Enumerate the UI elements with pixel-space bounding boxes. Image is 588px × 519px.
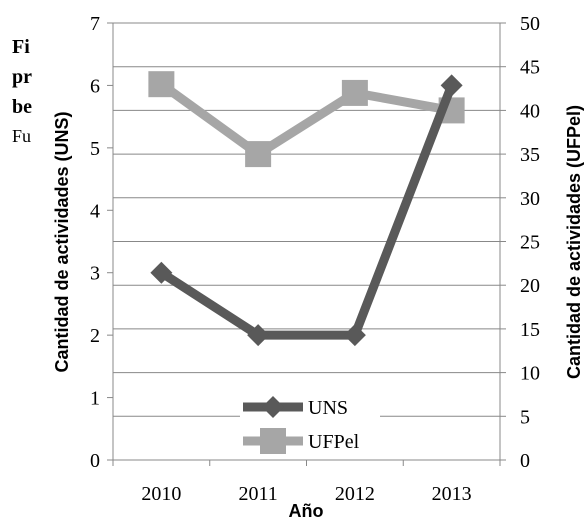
data-point-ufpel <box>148 71 175 98</box>
right-tick-label: 20 <box>520 275 540 297</box>
x-axis-title: Año <box>289 501 324 519</box>
caption-line-1: Fi <box>12 36 30 58</box>
x-tick-label: 2011 <box>238 483 277 505</box>
caption-line-3: be <box>12 96 32 118</box>
left-tick-label: 4 <box>90 200 100 222</box>
x-tick-label: 2012 <box>335 483 375 505</box>
right-tick-label: 10 <box>520 363 540 385</box>
x-tick-label: 2010 <box>141 483 181 505</box>
left-tick-label: 1 <box>90 388 100 410</box>
series-ufpel <box>148 71 465 168</box>
right-tick-label: 45 <box>520 57 540 79</box>
right-tick-label: 0 <box>520 450 530 472</box>
data-point-uns <box>247 324 270 347</box>
data-point-uns <box>343 324 366 347</box>
right-tick-label: 15 <box>520 319 540 341</box>
caption-line-4: Fu <box>12 126 32 146</box>
x-ticks: 2010 2011 2012 2013 <box>112 460 501 505</box>
left-tick-label: 2 <box>90 325 100 347</box>
data-point-uns <box>440 74 463 97</box>
left-y-ticks: 0 1 2 3 4 5 6 7 <box>90 13 113 472</box>
data-point-ufpel <box>341 79 368 106</box>
caption-line-2: pr <box>12 66 32 88</box>
series-line-uns <box>156 80 457 340</box>
legend-label-uns: UNS <box>308 397 348 419</box>
legend-label-ufpel: UFPel <box>308 431 360 453</box>
series-line-ufpel <box>156 79 457 159</box>
right-y-axis-title: Cantidad de actividades (UFPel) <box>564 105 584 379</box>
left-y-axis-title: Cantidad de actividades (UNS) <box>52 111 72 372</box>
data-point-uns <box>150 261 173 284</box>
right-y-ticks: 0 5 10 15 20 25 30 35 40 45 50 <box>500 13 540 472</box>
series-group <box>148 71 465 347</box>
right-tick-label: 40 <box>520 100 540 122</box>
right-tick-label: 5 <box>520 406 530 428</box>
left-tick-label: 5 <box>90 138 100 160</box>
left-tick-label: 0 <box>90 450 100 472</box>
legend-marker-uns <box>262 396 284 418</box>
left-tick-label: 7 <box>90 13 100 35</box>
right-tick-label: 35 <box>520 144 540 166</box>
series-uns <box>150 74 463 347</box>
right-tick-label: 50 <box>520 13 540 35</box>
right-tick-label: 25 <box>520 232 540 254</box>
left-tick-label: 6 <box>90 75 100 97</box>
legend-marker-ufpel <box>260 428 286 454</box>
right-tick-label: 30 <box>520 188 540 210</box>
x-tick-label: 2013 <box>432 483 472 505</box>
legend: UNS UFPel <box>243 396 360 454</box>
left-tick-label: 3 <box>90 263 100 285</box>
data-point-ufpel <box>245 141 272 168</box>
